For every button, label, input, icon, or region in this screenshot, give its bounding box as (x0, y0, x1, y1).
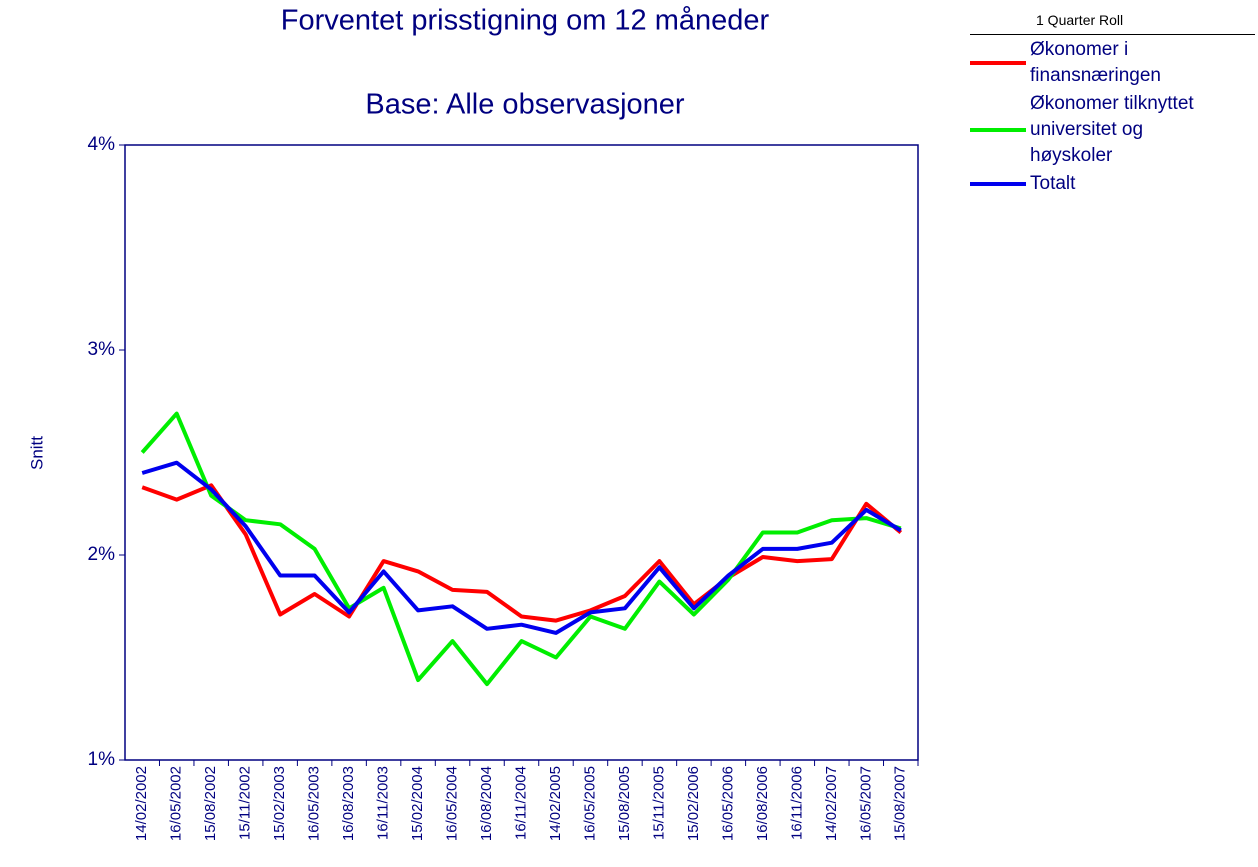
x-tick-label: 16/05/2006 (719, 766, 736, 841)
legend-label: Økonomer tilknyttet universitet og høysk… (1030, 93, 1194, 166)
x-tick-label: 16/11/2003 (375, 766, 392, 840)
y-tick-label: 3% (88, 339, 116, 360)
y-axis-label: Snitt (27, 436, 46, 470)
x-tick-label: 16/05/2003 (306, 766, 323, 841)
x-tick-label: 15/02/2004 (409, 766, 426, 841)
x-tick-label: 16/05/2004 (444, 766, 461, 841)
legend-item: Totalt (970, 171, 1255, 197)
plot-frame (124, 144, 919, 761)
y-tick-label: 1% (88, 749, 116, 770)
series-line (141, 460, 902, 635)
x-tick-label: 14/02/2005 (547, 766, 564, 841)
x-tick-label: 15/08/2005 (616, 766, 633, 841)
legend-swatch (970, 128, 1026, 132)
series-line (141, 483, 903, 623)
x-tick-label: 16/11/2006 (788, 766, 805, 840)
x-tick-label: 15/02/2006 (685, 766, 702, 841)
x-tick-label: 16/08/2006 (754, 766, 771, 841)
legend: 1 Quarter Roll Økonomer i finansnæringen… (970, 8, 1255, 197)
legend-title: 1 Quarter Roll (970, 8, 1255, 35)
x-tick-label: 15/11/2005 (650, 766, 667, 840)
legend-item: Økonomer i finansnæringen (970, 37, 1255, 89)
chart-title: Forventet prisstigning om 12 måneder (281, 5, 770, 37)
x-tick-label: 15/11/2002 (237, 766, 254, 840)
series-line (140, 411, 902, 687)
x-tick-label: 15/02/2003 (271, 766, 288, 841)
legend-item: Økonomer tilknyttet universitet og høysk… (970, 91, 1255, 169)
chart-subtitle: Base: Alle observasjoner (365, 89, 685, 121)
legend-label: Økonomer i finansnæringen (1030, 39, 1161, 86)
x-tick-label: 16/11/2004 (512, 766, 529, 840)
y-tick-label: 4% (88, 134, 116, 155)
legend-swatch (970, 61, 1026, 65)
x-tick-label: 15/08/2007 (892, 766, 909, 841)
x-tick-label: 14/02/2007 (823, 766, 840, 841)
x-tick-label: 14/02/2002 (133, 766, 150, 841)
y-tick-label: 2% (88, 544, 116, 565)
legend-swatch (970, 182, 1026, 186)
x-tick-label: 16/05/2005 (581, 766, 598, 841)
x-tick-label: 16/08/2003 (340, 766, 357, 841)
x-tick-label: 16/08/2004 (478, 766, 495, 841)
x-tick-label: 15/08/2002 (202, 766, 219, 841)
x-tick-label: 16/05/2007 (857, 766, 874, 841)
x-tick-label: 16/05/2002 (168, 766, 185, 841)
legend-label: Totalt (1030, 173, 1076, 194)
